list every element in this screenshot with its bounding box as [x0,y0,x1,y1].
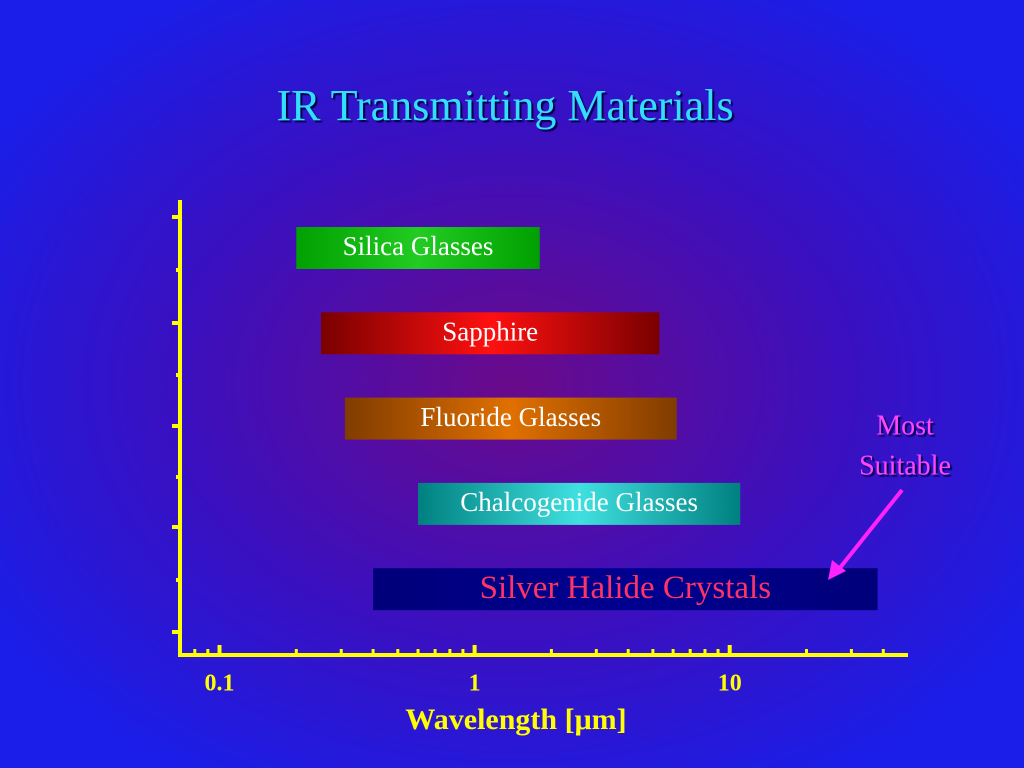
x-tick-label: 1 [469,671,481,697]
bar-label: Sapphire [442,317,538,347]
annotation-arrow [833,488,904,576]
bar-label: Silica Glasses [343,231,494,261]
range-bar [373,568,878,611]
x-axis-label: Wavelength [μm] [405,703,626,736]
bar-label: Silver Halide Crystals [480,570,771,606]
bar-label: Chalcogenide Glasses [460,487,698,517]
range-bar [296,227,540,269]
bars: Silica Glasses Sapphire Fluoride Glasses Ch… [296,227,878,611]
bar-label: Fluoride Glasses [420,402,601,432]
range-bar [321,312,660,355]
annotation-text: Suitable [859,450,951,481]
annotation: Most Suitable [859,410,951,481]
x-tick-label: 10 [718,671,742,697]
chart-title: IR Transmitting Materials [276,81,733,130]
range-bar [418,482,741,525]
annotation-arrowhead [828,560,846,580]
range-bar [344,397,677,440]
annotation-text: Most [876,410,934,441]
y-axis-ticks [172,215,180,634]
x-tick-label: 0.1 [205,671,235,697]
